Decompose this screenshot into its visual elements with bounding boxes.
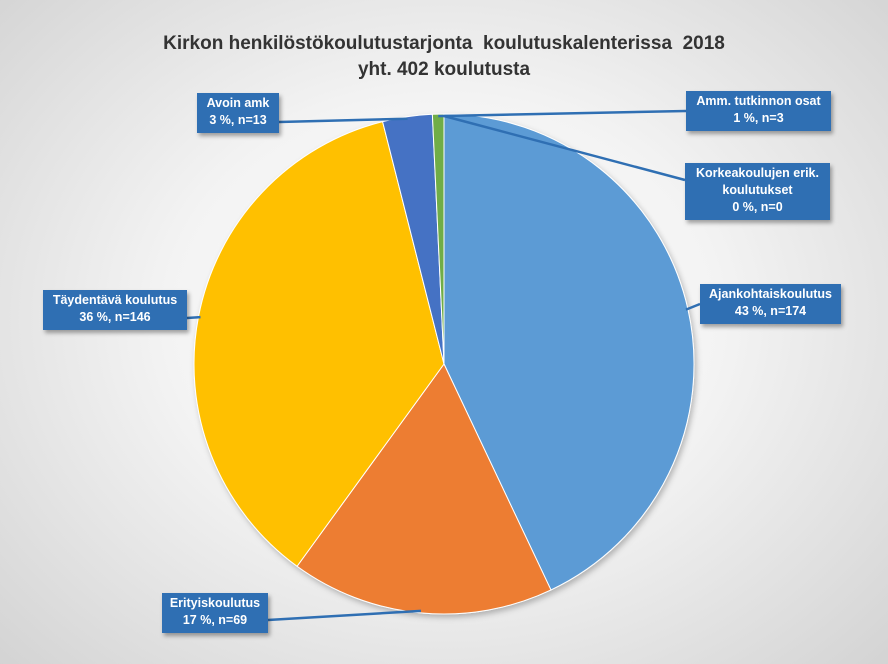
callout-value: 36 %, n=146 — [79, 310, 151, 324]
leader-line-erityiskoulutus — [267, 609, 422, 622]
callout-value: 17 %, n=69 — [182, 613, 248, 627]
callout-name-line1: Korkeakoulujen erik. — [696, 166, 819, 180]
pie-slice-erityiskoulutus — [296, 363, 552, 615]
leader-line-amm-tutkinnon-osat — [438, 109, 687, 118]
leader-line-täydentävä-koulutus — [186, 315, 201, 320]
callout-value: 0 %, n=0 — [732, 200, 783, 214]
callout-name: Ajankohtaiskoulutus — [709, 287, 832, 301]
callout-name: Täydentävä koulutus — [52, 293, 178, 307]
callout-ajankohtaiskoulutus: Ajankohtaiskoulutus 43 %, n=174 — [700, 284, 841, 324]
leader-line-ajankohtaiskoulutus — [685, 302, 701, 311]
callout-erityiskoulutus: Erityiskoulutus 17 %, n=69 — [162, 593, 268, 633]
chart-title: Kirkon henkilöstökoulutustarjonta koulut… — [163, 33, 725, 54]
callout-taydentava-koulutus: Täydentävä koulutus 36 %, n=146 — [43, 290, 187, 330]
callout-name-line2: koulutukset — [722, 183, 793, 197]
callout-value: 43 %, n=174 — [734, 304, 807, 318]
callout-korkeakoulujen-erik-koulutukset: Korkeakoulujen erik. koulutukset 0 %, n=… — [685, 163, 830, 220]
pie-slice-amm-tutkinnon-osat — [431, 113, 445, 365]
callout-avoin-amk: Avoin amk 3 %, n=13 — [197, 93, 279, 133]
callout-name: Amm. tutkinnon osat — [696, 94, 821, 108]
callout-amm-tutkinnon-osat: Amm. tutkinnon osat 1 %, n=3 — [686, 91, 831, 131]
chart-subtitle: yht. 402 koulutusta — [357, 59, 531, 80]
callout-name: Avoin amk — [206, 96, 270, 110]
leader-line-avoin-amk — [278, 117, 408, 124]
callout-value: 1 %, n=3 — [733, 111, 784, 125]
callout-name: Erityiskoulutus — [169, 596, 261, 610]
callout-value: 3 %, n=13 — [209, 113, 267, 127]
leader-line-korkeakoulujen-erik-koulutukset — [443, 114, 686, 182]
